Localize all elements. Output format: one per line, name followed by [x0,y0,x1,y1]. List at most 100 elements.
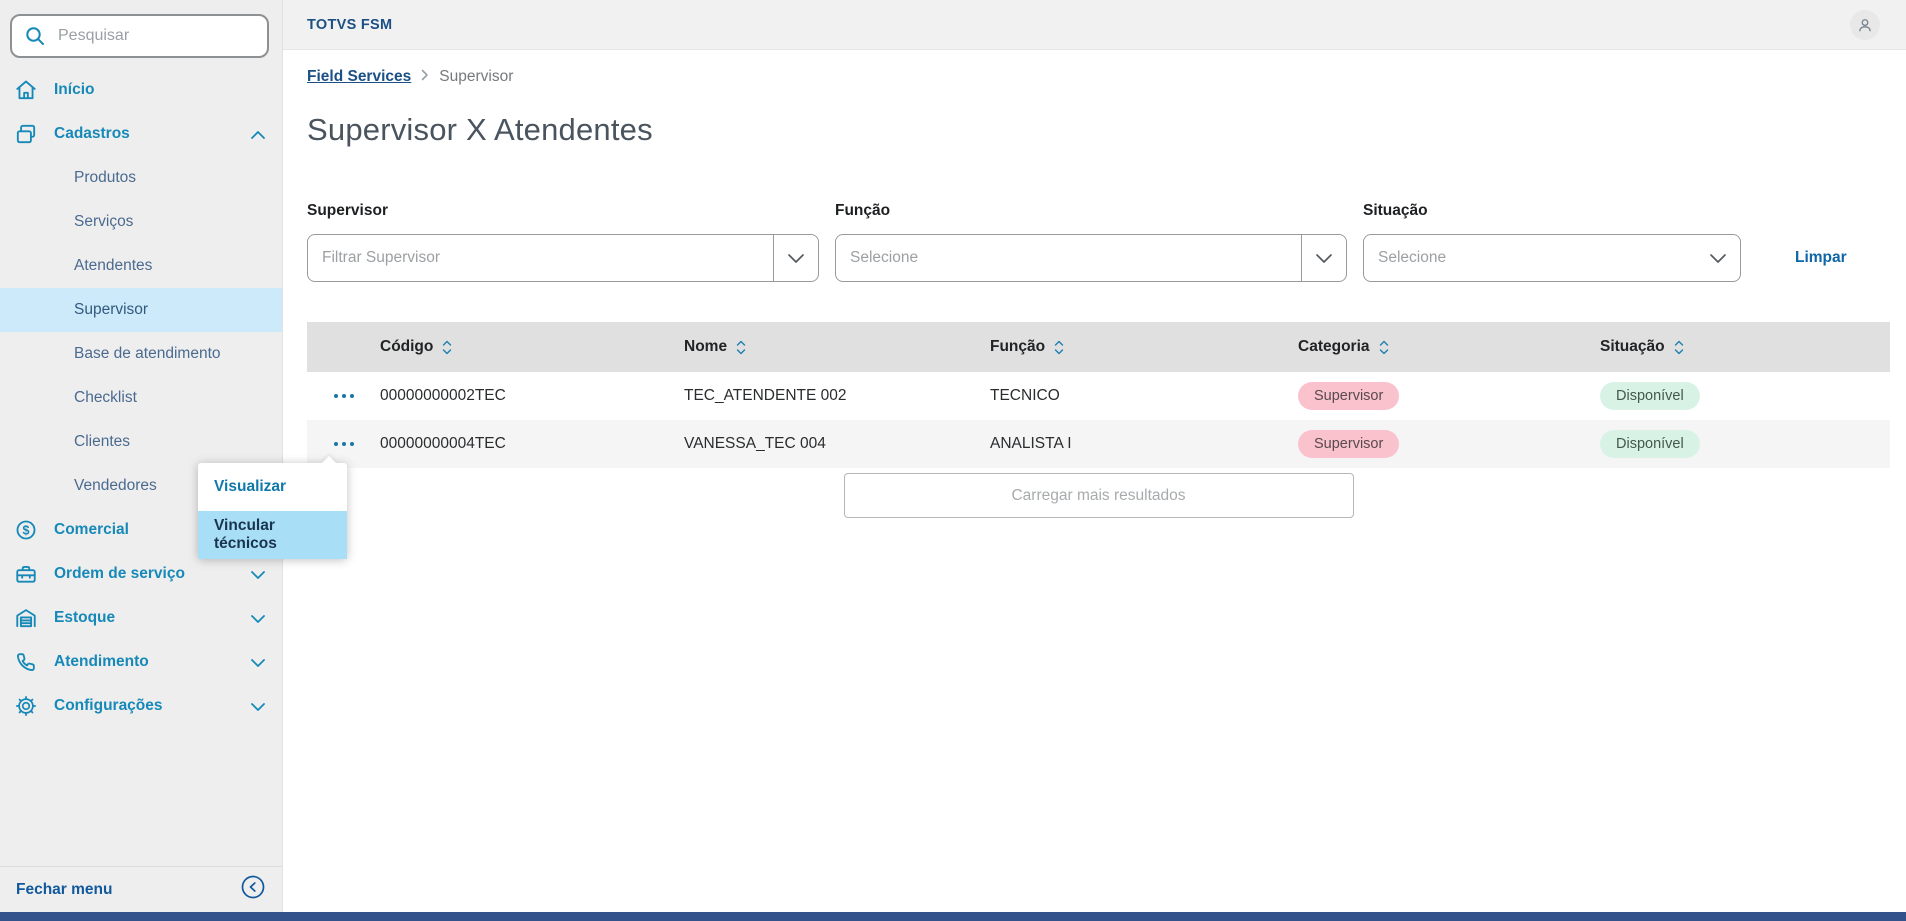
combo-divider [772,235,774,281]
clear-filters-button[interactable]: Limpar [1795,249,1847,266]
combo-divider [1300,235,1302,281]
sidebar-item-atendimento[interactable]: Atendimento [0,640,282,684]
filters-bar: Supervisor Função Selecione [307,202,1890,282]
sidebar-subitem-label: Clientes [74,433,130,450]
chevron-left-circle-icon[interactable] [240,874,266,905]
phone-icon [14,650,38,674]
context-menu-item-vincular-tecnicos[interactable]: Vincular técnicos [198,511,347,559]
toolbox-icon [14,562,38,586]
sidebar-item-supervisor[interactable]: Supervisor [0,288,282,332]
warehouse-icon [14,606,38,630]
situacao-select[interactable]: Selecione [1363,234,1741,282]
svg-text:$: $ [23,523,30,537]
sidebar-item-inicio[interactable]: Início [0,68,282,112]
chevron-right-icon [421,68,429,86]
cell-categoria: Supervisor [1298,382,1400,410]
sidebar-subitem-label: Checklist [74,389,137,406]
column-label: Categoria [1298,338,1370,355]
sidebar-item-cadastros[interactable]: Cadastros [0,112,282,156]
filter-supervisor: Supervisor [307,202,819,282]
supervisor-filter-input[interactable] [308,249,773,267]
cell-codigo: 00000000004TEC [380,435,506,452]
load-more-button[interactable]: Carregar mais resultados [843,473,1354,518]
sort-icon [1674,340,1683,354]
search-icon [23,24,47,53]
filter-funcao: Função Selecione [835,202,1347,282]
chevron-down-icon [1316,253,1332,263]
dollar-circle-icon: $ [14,518,38,542]
column-label: Nome [684,338,728,355]
chevron-down-icon [250,611,266,629]
results-table: Código Nome Função Categoria Situação [307,322,1890,518]
collapse-menu-button[interactable]: Fechar menu [0,866,282,912]
breadcrumb-root-link[interactable]: Field Services [307,68,412,85]
app-title: TOTVS FSM [307,16,393,33]
sidebar-item-checklist[interactable]: Checklist [0,376,282,420]
sidebar-item-estoque[interactable]: Estoque [0,596,282,640]
column-header-situacao[interactable]: Situação [1600,338,1890,356]
chevron-down-icon [1710,253,1726,263]
sidebar-item-atendentes[interactable]: Atendentes [0,244,282,288]
sidebar-item-servicos[interactable]: Serviços [0,200,282,244]
situacao-dropdown-toggle[interactable] [1696,253,1740,264]
user-icon [1859,18,1871,31]
sidebar-item-label: Cadastros [54,125,130,142]
sidebar-subitem-label: Supervisor [74,301,149,318]
sidebar-subitem-label: Base de atendimento [74,345,221,362]
cell-nome: VANESSA_TEC 004 [684,435,826,452]
sidebar-item-clientes[interactable]: Clientes [0,420,282,464]
sidebar-item-comercial[interactable]: $ Comercial [0,508,282,552]
sidebar-item-label: Ordem de serviço [54,565,185,582]
cell-nome: TEC_ATENDENTE 002 [684,387,847,404]
column-label: Função [990,338,1046,355]
chevron-down-icon [250,567,266,585]
cell-codigo: 00000000002TEC [380,387,506,404]
categoria-badge: Supervisor [1298,382,1400,410]
sidebar-item-configuracoes[interactable]: Configurações [0,684,282,728]
row-actions-kebab-icon[interactable] [307,442,380,446]
window-bottom-strip [0,912,1906,921]
funcao-select[interactable]: Selecione [835,234,1347,282]
sidebar-item-label: Comercial [54,521,129,538]
sidebar-item-vendedores[interactable]: Vendedores [0,464,282,508]
chevron-down-icon [250,699,266,717]
sidebar-item-produtos[interactable]: Produtos [0,156,282,200]
collapse-menu-label: Fechar menu [16,880,113,898]
user-menu-button[interactable] [1850,9,1880,40]
column-header-nome[interactable]: Nome [684,338,990,356]
sidebar-subitem-label: Produtos [74,169,137,186]
column-header-codigo[interactable]: Código [380,338,684,356]
sidebar-item-ordem-de-servico[interactable]: Ordem de serviço [0,552,282,596]
funcao-dropdown-toggle[interactable] [1302,253,1346,264]
gear-icon [14,694,38,718]
table-header: Código Nome Função Categoria Situação [307,322,1890,372]
filter-situacao: Situação Selecione [1363,202,1741,282]
supervisor-dropdown-toggle[interactable] [774,253,818,264]
sidebar-item-label: Atendimento [54,653,149,670]
sidebar-item-base-de-atendimento[interactable]: Base de atendimento [0,332,282,376]
situacao-badge: Disponível [1600,430,1700,458]
sidebar-subitem-label: Vendedores [74,477,157,494]
context-menu-item-visualizar[interactable]: Visualizar [214,478,287,495]
search-input[interactable] [10,14,269,58]
topbar: TOTVS FSM [283,0,1906,50]
column-label: Situação [1600,338,1665,355]
sidebar-subitem-label: Atendentes [74,257,153,274]
funcao-select-placeholder: Selecione [850,249,919,266]
column-header-funcao[interactable]: Função [990,338,1298,356]
cell-funcao: ANALISTA I [990,435,1072,452]
column-header-categoria[interactable]: Categoria [1298,338,1600,356]
breadcrumb: Field Services Supervisor [307,68,1890,86]
filter-supervisor-label: Supervisor [307,202,388,219]
sidebar-item-label: Configurações [54,697,163,714]
sidebar-search [10,14,269,58]
breadcrumb-current: Supervisor [439,68,514,85]
sort-icon [443,340,452,354]
row-actions-kebab-icon[interactable] [307,394,380,398]
situacao-select-placeholder: Selecione [1378,249,1447,266]
chevron-down-icon [788,253,804,263]
sidebar-item-label: Início [54,81,95,98]
cell-situacao: Disponível [1600,382,1700,410]
sort-icon [1379,340,1388,354]
supervisor-combobox [307,234,819,282]
